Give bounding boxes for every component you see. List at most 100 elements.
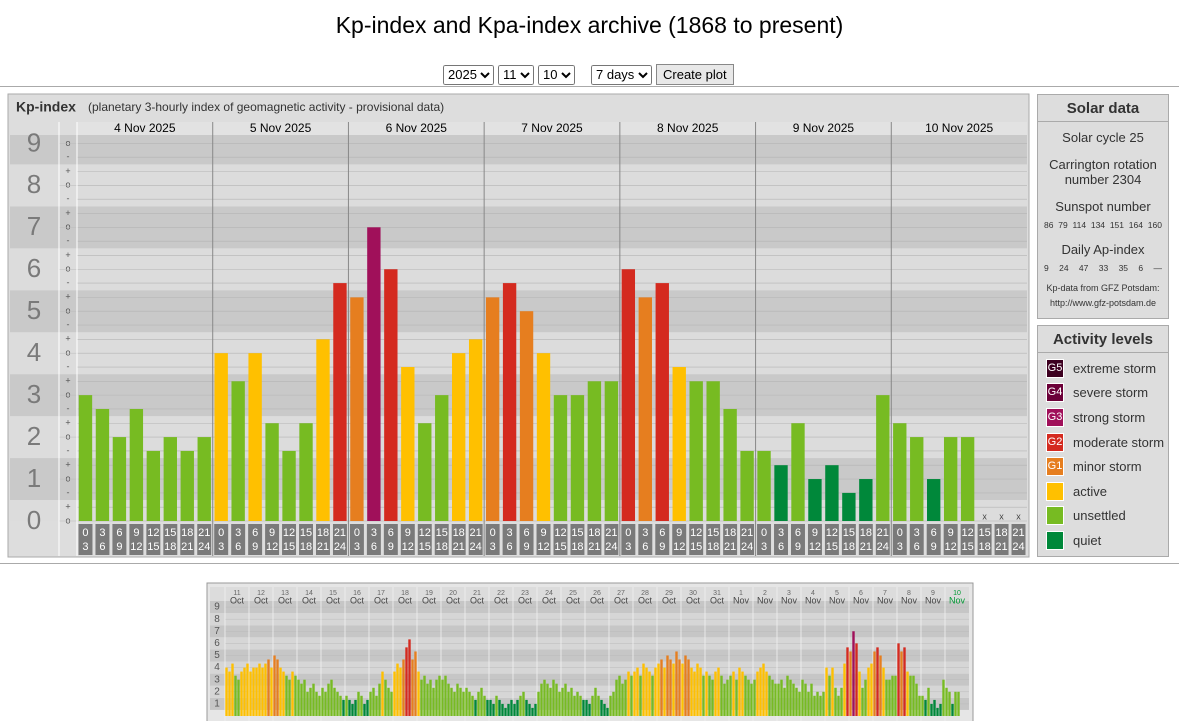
bar [808, 479, 822, 521]
bar [943, 437, 958, 521]
hour-box [994, 524, 1009, 555]
hour-to: 24 [1012, 541, 1024, 553]
hour-box [146, 524, 161, 555]
bar [858, 671, 861, 716]
bar [330, 679, 333, 716]
hour-box [774, 524, 788, 555]
day-number: 7 [883, 590, 887, 597]
day-number: 19 [425, 590, 433, 597]
hour-from: 21 [198, 527, 210, 539]
day-month: Nov [733, 595, 750, 605]
bar [336, 691, 339, 716]
minor-tick-label: + [65, 502, 70, 512]
minor-tick-label: + [65, 418, 70, 428]
bar [648, 671, 651, 716]
hour-from: 9 [269, 527, 275, 539]
bar [672, 367, 686, 521]
level-badge: G4 [1046, 383, 1064, 403]
day-select[interactable]: 10 [538, 64, 575, 85]
bar [291, 671, 294, 716]
bar [279, 667, 282, 716]
hour-to: 15 [826, 541, 838, 553]
hour-box [570, 524, 585, 555]
day-month: Nov [781, 595, 798, 605]
bar [255, 667, 258, 716]
bar [420, 679, 423, 716]
bar [910, 437, 924, 521]
bar [825, 465, 839, 521]
bar [129, 408, 144, 521]
year-select[interactable]: 2025 [443, 64, 494, 85]
bar [576, 691, 579, 716]
hour-to: 24 [198, 541, 210, 553]
bar [642, 663, 645, 716]
minor-tick-label: - [67, 194, 70, 204]
bar [468, 691, 471, 716]
bar [180, 450, 194, 521]
missing-marker: x [982, 511, 987, 521]
day-number: 4 [811, 590, 815, 597]
bar [519, 695, 522, 716]
bar [864, 679, 867, 716]
y-tick-label: 8 [214, 614, 220, 625]
bar [582, 699, 585, 716]
minor-tick-label: - [67, 403, 70, 413]
hour-from: 12 [283, 527, 295, 539]
hour-from: 3 [371, 527, 377, 539]
create-plot-button[interactable]: Create plot [656, 64, 734, 85]
day-number: 15 [329, 590, 337, 597]
range-select[interactable]: 7 days [591, 64, 652, 85]
day-month: Oct [374, 595, 389, 605]
ap-value: — [1153, 263, 1163, 273]
hour-box [197, 524, 212, 555]
bar [855, 643, 858, 716]
bar [480, 687, 483, 716]
bar [333, 687, 336, 716]
hour-from: 6 [388, 527, 394, 539]
bar [435, 679, 438, 716]
bar [900, 651, 903, 716]
day-month: Oct [446, 595, 461, 605]
hour-from: 12 [826, 527, 838, 539]
day-number: 25 [569, 590, 577, 597]
day-month: Oct [638, 595, 653, 605]
bar [498, 699, 501, 716]
hour-to: 6 [507, 541, 513, 553]
bar [501, 703, 504, 716]
bar [780, 679, 783, 716]
hour-box [519, 524, 534, 555]
hour-from: 12 [962, 527, 974, 539]
hour-to: 15 [419, 541, 431, 553]
hour-to: 9 [795, 541, 801, 553]
activity-list: G5 extreme storm G4 severe storm G3 strong st… [1038, 353, 1168, 553]
bar [918, 695, 921, 716]
bar [807, 691, 810, 716]
hour-to: 6 [235, 541, 241, 553]
bar [495, 695, 498, 716]
bar [666, 655, 669, 716]
bar [651, 675, 654, 716]
hour-from: 3 [914, 527, 920, 539]
hour-from: 0 [218, 527, 224, 539]
bar [405, 647, 408, 716]
bar [587, 381, 602, 521]
bar [588, 703, 591, 716]
day-month: Oct [350, 595, 365, 605]
bar [450, 687, 453, 716]
bar [717, 667, 720, 716]
bar [825, 667, 828, 716]
bar [604, 381, 619, 521]
hour-from: 15 [707, 527, 719, 539]
bar [639, 675, 642, 716]
bar [214, 353, 228, 521]
y-tick-label: 7 [214, 626, 220, 637]
day-number: 18 [401, 590, 409, 597]
day-month: Oct [326, 595, 341, 605]
bar [387, 687, 390, 716]
hour-from: 18 [317, 527, 329, 539]
hour-from: 12 [554, 527, 566, 539]
month-select[interactable]: 11 [498, 64, 534, 85]
day-month: Nov [829, 595, 846, 605]
hour-box [417, 524, 432, 555]
day-month: Oct [518, 595, 533, 605]
